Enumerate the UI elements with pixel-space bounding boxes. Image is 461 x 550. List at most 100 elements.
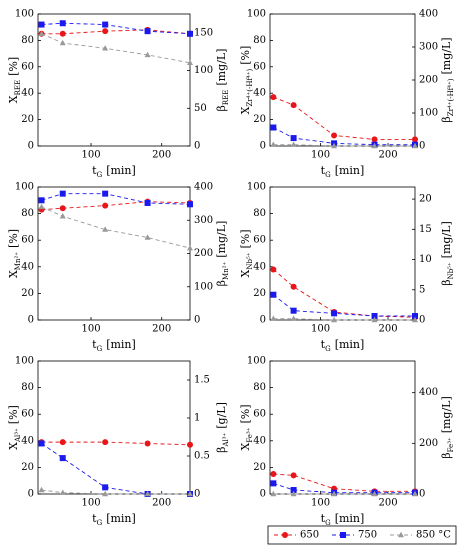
y-tick-label: 0 bbox=[260, 489, 266, 500]
marker-triangle bbox=[187, 490, 193, 497]
label-main: X bbox=[239, 106, 252, 114]
marker-triangle bbox=[102, 226, 109, 232]
y-tick-label: 40 bbox=[253, 435, 266, 446]
label-sub: Fe³⁺ bbox=[447, 437, 455, 452]
x-tick-label: 100 bbox=[311, 498, 330, 509]
marker-square bbox=[102, 21, 109, 28]
x-tick-label: 200 bbox=[152, 498, 171, 509]
y-tick-label: 100 bbox=[247, 9, 266, 20]
label-unit: [min] bbox=[335, 338, 365, 351]
label-sub: G bbox=[97, 345, 103, 353]
y2-tick-label: 200 bbox=[419, 438, 438, 449]
label-sub: Zr⁴⁺(-Hf⁴⁺) bbox=[246, 68, 254, 106]
marker-triangle bbox=[187, 244, 193, 251]
marker-circle bbox=[290, 283, 297, 290]
x-tick-label: 100 bbox=[81, 324, 100, 335]
x-tick-label: 200 bbox=[378, 150, 397, 161]
series-line bbox=[41, 206, 191, 249]
y2-tick-label: 200 bbox=[194, 248, 213, 259]
y2-tick-label: 0 bbox=[419, 141, 425, 152]
y2-tick-label: 300 bbox=[194, 215, 213, 226]
y-tick-label: 0 bbox=[28, 315, 34, 326]
label-unit: [%] bbox=[7, 57, 20, 76]
y-tick-label: 20 bbox=[253, 462, 266, 473]
y-tick-label: 0 bbox=[260, 315, 266, 326]
marker-triangle bbox=[144, 490, 151, 497]
marker-square bbox=[187, 201, 193, 208]
label-main: β bbox=[215, 447, 228, 453]
y2-tick-label: 400 bbox=[194, 182, 213, 193]
marker-square bbox=[38, 440, 45, 447]
y2-tick-label: 0.5 bbox=[194, 451, 210, 462]
marker-triangle bbox=[290, 315, 297, 321]
axis-label: XNb⁵⁺ [%] bbox=[239, 230, 254, 278]
label-main: β bbox=[440, 452, 453, 458]
marker-square bbox=[144, 28, 151, 35]
marker-square bbox=[290, 487, 297, 494]
label-unit: [min] bbox=[106, 512, 136, 525]
y2-tick-label: 15 bbox=[419, 224, 432, 235]
label-unit: [%] bbox=[239, 404, 252, 423]
y2-tick-label: 100 bbox=[419, 108, 438, 119]
label-sub: REE bbox=[222, 90, 230, 106]
marker-square bbox=[38, 197, 45, 204]
x-tick-label: 200 bbox=[152, 324, 171, 335]
y-tick-label: 60 bbox=[253, 409, 266, 420]
axis-label: XZr⁴⁺(-Hf⁴⁺) [%] bbox=[239, 46, 254, 115]
marker-circle bbox=[371, 136, 378, 143]
y2-tick-label: 0 bbox=[194, 141, 200, 152]
y-tick-label: 20 bbox=[21, 114, 34, 125]
marker-triangle bbox=[144, 51, 151, 58]
axis-label: XREE [%] bbox=[7, 57, 22, 103]
series-line bbox=[41, 443, 190, 495]
label-main: t bbox=[321, 164, 326, 177]
y-tick-label: 40 bbox=[21, 261, 34, 272]
axis-label: tG [min] bbox=[321, 164, 365, 179]
marker-square bbox=[371, 313, 378, 320]
marker-square bbox=[290, 135, 297, 142]
y-tick-label: 100 bbox=[15, 182, 34, 193]
series-line bbox=[273, 318, 415, 321]
marker-triangle bbox=[290, 490, 297, 497]
label-main: t bbox=[321, 512, 326, 525]
label-main: β bbox=[215, 280, 228, 286]
marker-triangle bbox=[398, 531, 404, 538]
label-main: β bbox=[440, 279, 453, 285]
label-sub: G bbox=[325, 519, 331, 527]
marker-circle bbox=[102, 28, 109, 35]
label-main: X bbox=[239, 270, 252, 278]
y2-tick-label: 100 bbox=[194, 281, 213, 292]
marker-triangle bbox=[38, 30, 45, 36]
y-tick-label: 40 bbox=[21, 88, 34, 99]
marker-triangle bbox=[38, 486, 45, 493]
marker-circle bbox=[102, 202, 109, 209]
marker-circle bbox=[412, 136, 418, 143]
y2-tick-label: 100 bbox=[194, 65, 213, 76]
label-main: X bbox=[7, 95, 20, 103]
marker-circle bbox=[282, 532, 288, 538]
label-sub: G bbox=[97, 171, 103, 179]
marker-circle bbox=[144, 440, 151, 447]
legend-box bbox=[267, 525, 457, 545]
plot-frame bbox=[269, 186, 416, 321]
plot-frame bbox=[269, 13, 416, 147]
y-tick-label: 0 bbox=[28, 489, 34, 500]
axis-label: βZr⁴⁺(-Hf⁴⁺) [mg/L] bbox=[440, 37, 455, 122]
marker-square bbox=[102, 484, 109, 491]
marker-square bbox=[270, 124, 277, 131]
marker-circle bbox=[187, 441, 193, 448]
marker-triangle bbox=[59, 489, 66, 495]
marker-triangle bbox=[38, 203, 45, 210]
y-tick-label: 100 bbox=[247, 182, 266, 193]
marker-triangle bbox=[270, 141, 277, 147]
y-tick-label: 60 bbox=[253, 61, 266, 72]
y-tick-label: 0 bbox=[260, 141, 266, 152]
label-unit: [mg/L] bbox=[440, 396, 453, 433]
marker-square bbox=[187, 30, 193, 37]
label-sub: G bbox=[325, 171, 331, 179]
label-sub: Al³⁺ bbox=[14, 428, 22, 443]
label-main: X bbox=[7, 270, 20, 278]
marker-triangle bbox=[371, 142, 378, 149]
y2-tick-label: 1.5 bbox=[194, 375, 210, 386]
